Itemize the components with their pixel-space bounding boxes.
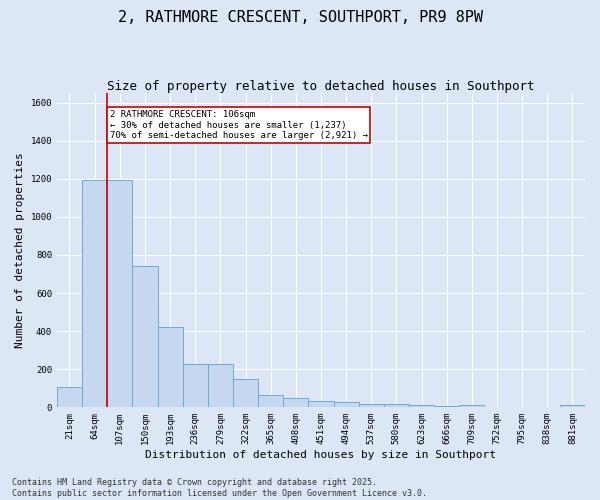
Text: 2, RATHMORE CRESCENT, SOUTHPORT, PR9 8PW: 2, RATHMORE CRESCENT, SOUTHPORT, PR9 8PW	[118, 10, 482, 25]
Bar	[182, 364, 208, 408]
Bar	[107, 180, 133, 408]
Bar	[409, 406, 434, 407]
Bar	[434, 406, 459, 408]
Bar	[308, 400, 334, 407]
Bar	[283, 398, 308, 407]
Bar	[57, 388, 82, 407]
Text: Contains HM Land Registry data © Crown copyright and database right 2025.
Contai: Contains HM Land Registry data © Crown c…	[12, 478, 427, 498]
Bar	[459, 406, 484, 407]
Bar	[359, 404, 384, 407]
Text: 2 RATHMORE CRESCENT: 106sqm
← 30% of detached houses are smaller (1,237)
70% of : 2 RATHMORE CRESCENT: 106sqm ← 30% of det…	[110, 110, 368, 140]
Bar	[233, 379, 258, 408]
Bar	[334, 402, 359, 407]
Bar	[82, 180, 107, 408]
Bar	[133, 266, 158, 408]
Title: Size of property relative to detached houses in Southport: Size of property relative to detached ho…	[107, 80, 535, 93]
Bar	[208, 364, 233, 408]
Bar	[560, 406, 585, 407]
Bar	[158, 328, 182, 407]
X-axis label: Distribution of detached houses by size in Southport: Distribution of detached houses by size …	[145, 450, 496, 460]
Y-axis label: Number of detached properties: Number of detached properties	[15, 152, 25, 348]
Bar	[384, 404, 409, 407]
Bar	[258, 395, 283, 407]
